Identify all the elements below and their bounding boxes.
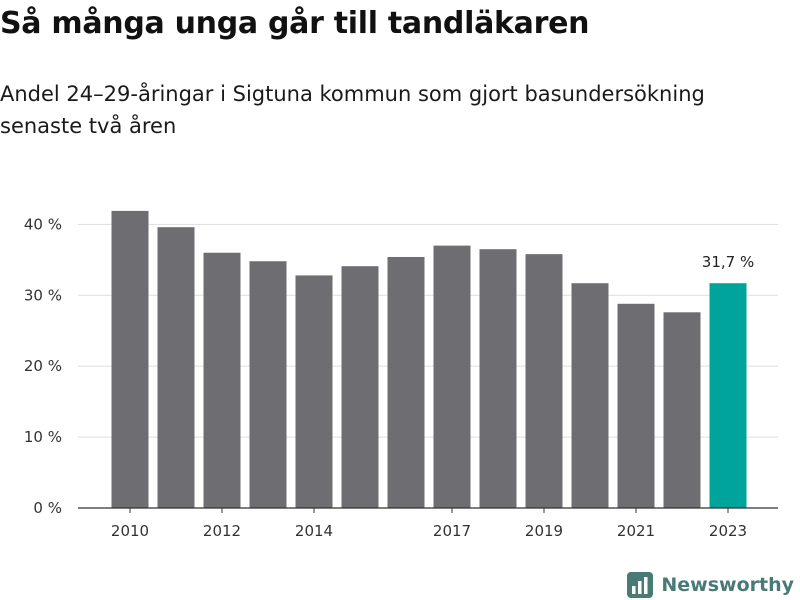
y-tick-label: 20 % <box>24 357 62 375</box>
y-tick-label: 0 % <box>33 499 62 517</box>
chart-title: Så många unga går till tandläkaren <box>0 6 590 41</box>
bar <box>663 312 701 508</box>
x-tick-label: 2012 <box>203 522 241 540</box>
x-tick-label: 2019 <box>525 522 563 540</box>
newsworthy-logo-text: Newsworthy <box>661 574 794 596</box>
axes <box>78 507 778 513</box>
newsworthy-logo: Newsworthy <box>627 572 794 598</box>
bar <box>341 266 379 508</box>
bar <box>111 210 149 508</box>
bar <box>479 249 517 508</box>
bar <box>295 275 333 508</box>
bar <box>571 283 609 508</box>
bar <box>387 256 425 508</box>
bar-highlight <box>709 283 747 508</box>
bar <box>433 245 471 509</box>
bar <box>249 261 287 508</box>
bar-chart: 0 % 10 % 20 % 30 % 40 % 31,7 % 2010 2012 2014 201… <box>24 210 778 540</box>
highlight-value-label: 31,7 % <box>702 253 754 271</box>
y-tick-label: 10 % <box>24 428 62 446</box>
y-tick-label: 40 % <box>24 215 62 233</box>
newsworthy-logo-icon <box>627 572 654 598</box>
x-tick-label: 2010 <box>111 522 149 540</box>
x-tick-label: 2017 <box>433 522 471 540</box>
chart-subtitle: Andel 24–29-åringar i Sigtuna kommun som… <box>0 82 705 138</box>
bars <box>111 210 747 509</box>
bar <box>617 303 655 508</box>
bar <box>203 252 241 508</box>
bar <box>525 254 563 508</box>
y-tick-label: 30 % <box>24 286 62 304</box>
bar <box>157 227 195 508</box>
x-tick-label: 2014 <box>295 522 333 540</box>
x-tick-label: 2023 <box>709 522 747 540</box>
x-tick-label: 2021 <box>617 522 655 540</box>
tick-labels: 0 % 10 % 20 % 30 % 40 % 31,7 % 2010 2012 2014 201… <box>24 215 754 540</box>
gridlines <box>78 223 778 438</box>
